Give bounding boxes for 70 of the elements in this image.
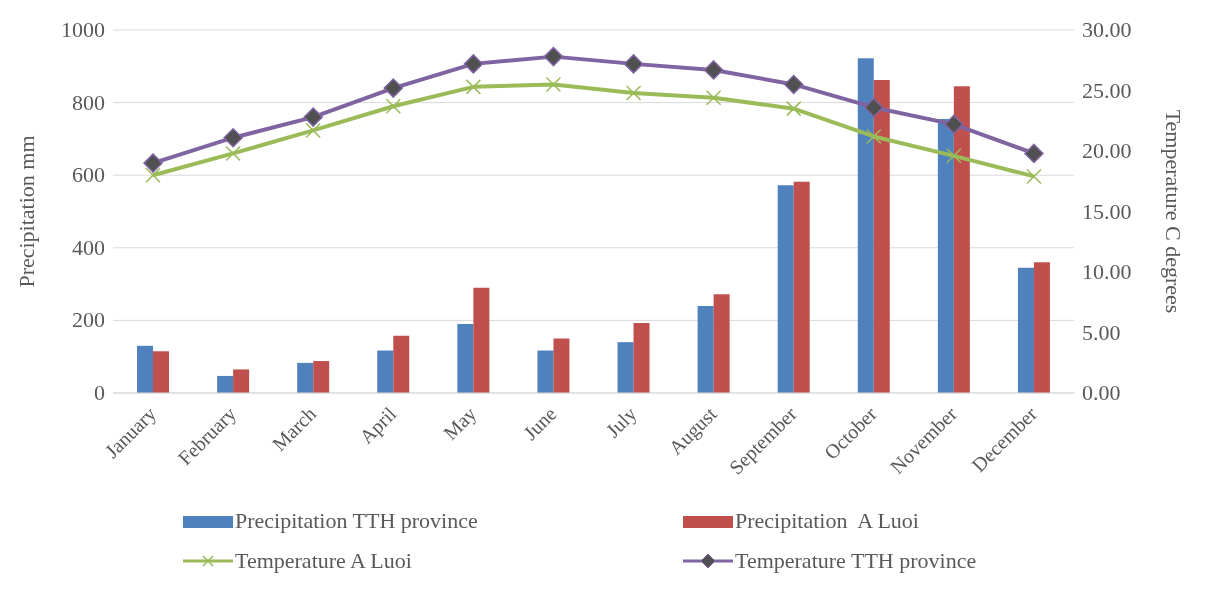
point: [1026, 168, 1042, 185]
y2-tick-label: 0.00: [1082, 380, 1121, 405]
point: [783, 74, 804, 95]
y2-tick-label: 25.00: [1082, 77, 1132, 103]
y2-tick-label: 20.00: [1082, 138, 1132, 163]
point: [703, 60, 724, 80]
point: [225, 145, 241, 162]
point: [1024, 143, 1044, 164]
x-tick-label: June: [519, 402, 561, 444]
bar: [537, 350, 554, 393]
point: [545, 76, 562, 93]
y-tick-label: 400: [72, 234, 105, 260]
y2-tick-label: 10.00: [1082, 259, 1132, 284]
bar: [217, 375, 234, 393]
bar: [617, 342, 634, 393]
legend-label: Temperature A Luoi: [235, 548, 412, 574]
point: [623, 54, 644, 74]
point: [785, 100, 802, 117]
y2-axis-title: Temperature C degrees: [1161, 109, 1187, 314]
y2-tick-label: 5.00: [1082, 319, 1121, 345]
bar: [697, 305, 714, 393]
y-tick-label: 1000: [61, 17, 105, 42]
bar: [313, 361, 330, 393]
point: [625, 85, 642, 101]
bar: [137, 345, 154, 393]
x-tick-label: July: [601, 402, 642, 443]
point: [383, 78, 404, 98]
bar: [713, 294, 730, 393]
x-tick-label: May: [438, 402, 482, 445]
point: [465, 79, 482, 95]
bar: [473, 287, 490, 393]
y-tick-label: 0: [94, 380, 105, 405]
y2-tick-label: 15.00: [1082, 198, 1132, 224]
bar: [553, 338, 570, 393]
point: [705, 90, 722, 106]
point: [145, 167, 161, 183]
bar: [777, 185, 794, 393]
bar: [233, 369, 250, 393]
bar: [937, 118, 954, 393]
bar: [1033, 262, 1050, 393]
bar: [457, 324, 474, 393]
y-tick-label: 200: [72, 307, 105, 333]
bar: [633, 322, 650, 393]
y-axis-title: Precipitation mm: [13, 135, 39, 288]
bar: [793, 181, 810, 393]
bar: [377, 350, 394, 393]
bar: [153, 351, 170, 393]
point: [303, 107, 323, 127]
y-tick-label: 800: [72, 89, 105, 115]
point: [543, 46, 564, 67]
point: [866, 128, 882, 145]
bar: [393, 335, 410, 393]
bar: [953, 86, 970, 393]
bar: [1017, 267, 1034, 393]
y-tick-label: 600: [72, 162, 105, 188]
point: [946, 148, 962, 164]
point: [223, 127, 243, 148]
point: [463, 54, 484, 74]
point: [143, 153, 163, 173]
bar: [857, 58, 874, 393]
point: [385, 98, 402, 114]
point: [305, 122, 321, 139]
point: [944, 114, 964, 135]
legend-label: Precipitation A Luoi: [735, 508, 919, 534]
point: [864, 97, 884, 118]
legend-label: Precipitation TTH province: [235, 508, 478, 534]
y2-tick-label: 30.00: [1082, 17, 1132, 42]
bar: [873, 80, 890, 393]
legend-label: Temperature TTH province: [735, 548, 977, 574]
bar: [297, 362, 314, 393]
